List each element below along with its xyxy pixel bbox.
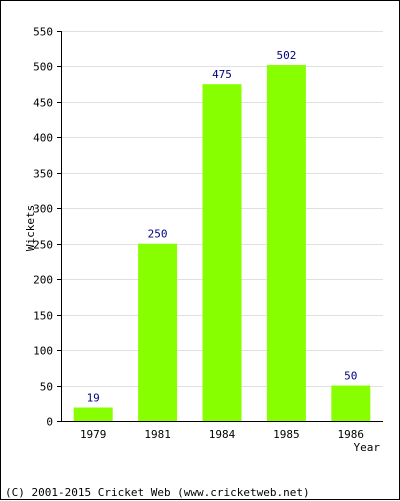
x-tick-label: 1984 [209, 428, 236, 441]
y-tick-label: 200 [33, 274, 53, 287]
axes-layer [57, 31, 383, 422]
data-label: 250 [148, 228, 168, 241]
bar [266, 65, 306, 421]
x-tick-label: 1981 [144, 428, 171, 441]
y-tick-label: 150 [33, 310, 53, 323]
y-tick-label: 50 [40, 381, 53, 394]
bar [138, 243, 178, 421]
y-tick-label: 100 [33, 345, 53, 358]
bars-layer [73, 65, 371, 421]
data-label: 475 [212, 68, 232, 81]
bar [331, 385, 371, 421]
x-tick-label: 1979 [80, 428, 107, 441]
data-label: 50 [344, 370, 357, 383]
y-tick-label: 350 [33, 168, 53, 181]
x-axis-title: Year [354, 441, 381, 454]
y-tick-label: 250 [33, 239, 53, 252]
y-tick-label: 0 [46, 416, 53, 429]
y-tick-label: 550 [33, 26, 53, 39]
copyright-text: (C) 2001-2015 Cricket Web (www.cricketwe… [5, 486, 310, 499]
labels-layer: 0 50 100 150 200 250 300 350 400 450 500 550 19 1979 2… [33, 26, 364, 442]
bar [202, 84, 242, 421]
bar [73, 407, 113, 421]
data-label: 502 [276, 49, 296, 62]
y-tick-label: 500 [33, 61, 53, 74]
y-tick-label: 400 [33, 132, 53, 145]
y-tick-label: 300 [33, 203, 53, 216]
y-axis-title: Wickets [24, 205, 37, 251]
x-tick-label: 1985 [273, 428, 300, 441]
y-tick-label: 450 [33, 97, 53, 110]
data-label: 19 [87, 392, 100, 405]
x-tick-label: 1986 [338, 428, 365, 441]
